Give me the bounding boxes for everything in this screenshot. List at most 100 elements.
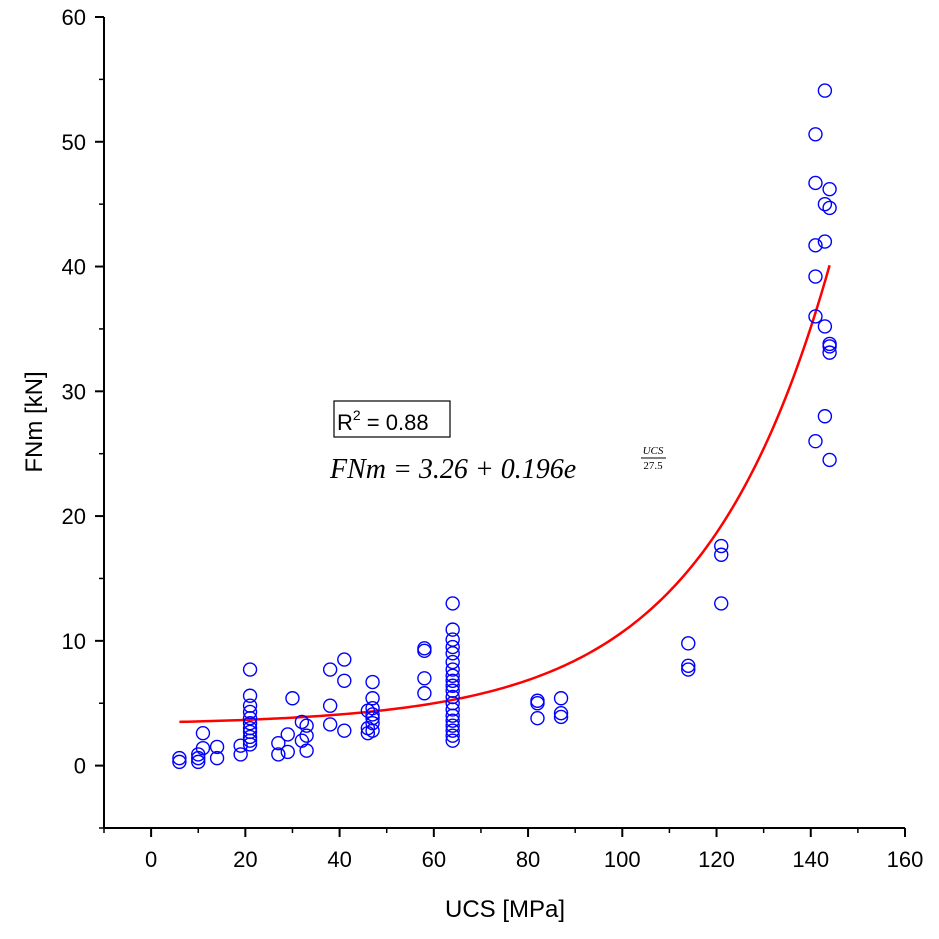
r2-superscript: 2 <box>353 407 361 423</box>
data-point <box>299 743 314 758</box>
data-point <box>553 691 569 706</box>
data-point <box>417 686 432 701</box>
data-point <box>172 754 187 770</box>
data-point <box>417 641 432 656</box>
data-point <box>242 698 258 713</box>
data-point <box>365 715 380 731</box>
data-point <box>445 673 460 688</box>
data-point <box>360 703 376 718</box>
x-tick-label: 20 <box>233 847 257 872</box>
data-point <box>242 662 258 677</box>
data-point <box>530 693 545 708</box>
data-point <box>553 706 569 721</box>
data-point <box>445 683 460 698</box>
x-tick-label: 120 <box>698 847 735 872</box>
data-point <box>808 269 823 284</box>
data-point <box>445 654 460 670</box>
data-point <box>285 691 300 706</box>
data-point <box>242 729 258 745</box>
points-layer <box>172 83 837 770</box>
x-tick-label: 40 <box>327 847 351 872</box>
data-point <box>365 711 380 726</box>
data-point <box>242 720 258 736</box>
y-tick-label: 60 <box>62 5 86 30</box>
data-point <box>195 725 211 741</box>
data-point <box>417 671 432 686</box>
data-point <box>271 735 286 751</box>
data-point <box>817 319 833 334</box>
data-point <box>365 674 380 690</box>
data-point <box>445 668 460 683</box>
data-point <box>445 632 460 647</box>
data-point <box>445 723 460 738</box>
data-point <box>233 747 248 762</box>
data-point <box>808 434 823 449</box>
equation-exponent-numerator: UCS <box>643 445 664 457</box>
data-point <box>294 714 310 730</box>
x-tick-label: 100 <box>604 847 641 872</box>
equation-exponent-denominator: 27.5 <box>643 460 663 472</box>
data-point <box>337 723 352 738</box>
data-point <box>445 622 460 637</box>
x-tick-label: 160 <box>887 847 924 872</box>
data-point <box>233 738 248 753</box>
y-tick-label: 30 <box>62 379 86 404</box>
data-point <box>445 728 460 743</box>
data-point <box>822 336 837 352</box>
fit-equation: FNm = 3.26 + 0.196e UCS 27.5 <box>329 445 666 485</box>
data-point <box>714 547 729 562</box>
x-tick-label: 140 <box>792 847 829 872</box>
fit-layer <box>179 264 831 724</box>
data-point <box>808 309 823 324</box>
data-point <box>445 596 460 611</box>
data-point <box>817 196 833 212</box>
ticks-layer: 0 20 40 60 80 100 120 140 160 0 10 20 30 40 50 60 <box>62 5 924 872</box>
y-tick-label: 20 <box>62 504 86 529</box>
data-point <box>191 754 206 770</box>
r2-value: = 0.88 <box>361 410 429 435</box>
data-point <box>172 750 187 766</box>
r2-annotation-text: R2 = 0.88 <box>337 407 429 435</box>
data-point <box>280 744 295 760</box>
y-tick-label: 40 <box>62 255 86 280</box>
data-point <box>242 704 258 720</box>
fit-curve <box>179 264 831 724</box>
data-point <box>209 739 225 755</box>
data-point <box>445 713 460 728</box>
x-axis-title: UCS [MPa] <box>445 896 565 923</box>
data-point <box>817 234 833 249</box>
r2-annotation: R2 = 0.88 <box>333 400 451 438</box>
data-point <box>808 127 823 142</box>
y-tick-label: 50 <box>62 130 86 155</box>
x-tick-label: 0 <box>145 847 157 872</box>
data-point <box>242 724 258 740</box>
equation-main: FNm = 3.26 + 0.196e <box>329 454 576 485</box>
data-point <box>242 715 258 731</box>
data-point <box>681 658 696 673</box>
data-point <box>299 728 314 743</box>
data-point <box>337 652 352 667</box>
data-point <box>822 200 837 216</box>
data-point <box>530 711 545 726</box>
r2-label: R <box>337 410 353 435</box>
data-point <box>365 723 380 738</box>
data-point <box>714 596 729 611</box>
data-point <box>808 238 823 253</box>
y-axis-title: FNm [kN] <box>21 371 48 472</box>
data-point <box>817 409 833 424</box>
x-tick-label: 60 <box>422 847 446 872</box>
data-point <box>365 707 380 722</box>
data-point <box>445 646 460 661</box>
data-point <box>681 662 696 677</box>
data-point <box>445 733 460 748</box>
data-point <box>322 717 338 732</box>
data-point <box>209 750 225 766</box>
data-point <box>195 740 211 756</box>
data-point <box>445 718 460 733</box>
data-point <box>365 691 380 706</box>
data-point <box>808 175 823 191</box>
data-point <box>714 538 729 554</box>
data-point <box>271 747 286 762</box>
data-point <box>337 673 352 688</box>
